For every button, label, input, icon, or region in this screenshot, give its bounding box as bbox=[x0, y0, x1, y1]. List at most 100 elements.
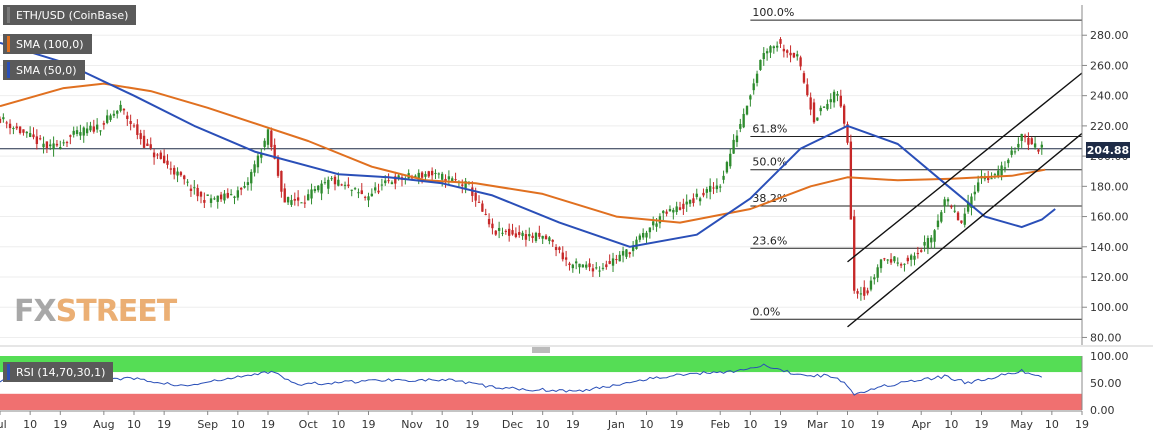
candle-body bbox=[722, 175, 725, 180]
candle-body bbox=[142, 135, 146, 148]
pane-resize-handle[interactable] bbox=[532, 347, 550, 353]
candle-body bbox=[779, 39, 782, 44]
candle-body bbox=[129, 121, 132, 125]
candle-body bbox=[903, 263, 906, 265]
sma50-legend[interactable]: SMA (50,0) bbox=[3, 60, 85, 80]
candle-body bbox=[491, 223, 494, 229]
y-tick-label: 180.00 bbox=[1090, 180, 1129, 193]
candle-body bbox=[554, 247, 558, 251]
candle-body bbox=[719, 186, 722, 188]
rsi-overbought-zone bbox=[0, 356, 1082, 373]
candle-body bbox=[708, 185, 712, 192]
sma100-legend[interactable]: SMA (100,0) bbox=[3, 34, 92, 54]
y-tick-label: 160.00 bbox=[1090, 211, 1129, 224]
candle-body bbox=[558, 247, 561, 250]
candle-body bbox=[645, 232, 648, 238]
candle-body bbox=[199, 191, 203, 197]
x-tick-label: 10 bbox=[23, 418, 37, 431]
candle-body bbox=[829, 99, 832, 103]
x-tick-label: Nov bbox=[401, 418, 423, 431]
candle-body bbox=[266, 129, 270, 145]
candle-body bbox=[933, 230, 936, 242]
candle-body bbox=[618, 254, 621, 262]
candle-body bbox=[631, 245, 635, 252]
candle-body bbox=[775, 45, 779, 48]
candle-body bbox=[732, 139, 735, 154]
candle-body bbox=[920, 250, 923, 252]
candle-body bbox=[812, 102, 816, 123]
candle-body bbox=[317, 185, 320, 191]
candle-body bbox=[940, 212, 943, 222]
candle-body bbox=[122, 108, 126, 111]
candle-body bbox=[501, 232, 504, 234]
fibonacci-levels: 100.0% 61.8% 50.0% 38.2% 23.6% 0.0% bbox=[0, 6, 1082, 320]
candle-body bbox=[685, 201, 688, 205]
candle-body bbox=[296, 197, 300, 201]
candle-body bbox=[193, 187, 196, 189]
candle-body bbox=[397, 175, 400, 180]
x-tick-label: Oct bbox=[299, 418, 319, 431]
candle-body bbox=[759, 59, 762, 70]
candle-body bbox=[1013, 151, 1017, 153]
y-tick-label: 140.00 bbox=[1090, 241, 1129, 254]
candle-body bbox=[461, 184, 464, 186]
y-tick-label: 120.00 bbox=[1090, 271, 1129, 284]
candle-body bbox=[695, 193, 698, 197]
channel-line bbox=[847, 72, 1083, 263]
candle-body bbox=[799, 57, 802, 67]
candle-body bbox=[89, 125, 92, 131]
candle-body bbox=[1027, 137, 1030, 145]
rsi-legend[interactable]: RSI (14,70,30,1) bbox=[3, 362, 114, 382]
candle-body bbox=[662, 210, 665, 214]
candle-body bbox=[765, 51, 769, 54]
x-tick-label: Mar bbox=[807, 418, 828, 431]
symbol-legend[interactable]: ETH/USD (CoinBase) bbox=[3, 5, 137, 25]
x-tick-label: 10 bbox=[127, 418, 141, 431]
candle-body bbox=[216, 195, 219, 202]
candle-body bbox=[374, 187, 377, 191]
candle-body bbox=[839, 95, 842, 107]
candle-body bbox=[313, 189, 317, 192]
candle-body bbox=[387, 180, 390, 182]
x-tick-label: 10 bbox=[944, 418, 958, 431]
candle-body bbox=[59, 146, 62, 149]
candle-body bbox=[276, 156, 280, 176]
candle-body bbox=[859, 293, 863, 295]
candle-body bbox=[494, 230, 497, 235]
candle-body bbox=[434, 172, 437, 174]
candle-body bbox=[307, 194, 310, 201]
x-tick-label: 19 bbox=[871, 418, 885, 431]
candle-body bbox=[588, 263, 591, 268]
candle-body bbox=[561, 252, 564, 260]
candle-body bbox=[578, 263, 581, 268]
fxstreet-logo: FXSTREET bbox=[14, 294, 177, 329]
candle-body bbox=[337, 179, 340, 186]
candles bbox=[0, 37, 1043, 301]
candle-body bbox=[735, 135, 739, 143]
candle-body bbox=[518, 232, 521, 235]
candle-body bbox=[209, 198, 213, 203]
candle-body bbox=[427, 171, 430, 177]
candle-body bbox=[863, 287, 866, 296]
rsi-oversold-zone bbox=[0, 393, 1082, 410]
x-tick-label: 10 bbox=[231, 418, 245, 431]
candle-body bbox=[0, 118, 2, 123]
candle-body bbox=[692, 198, 695, 204]
candle-body bbox=[12, 128, 15, 130]
candle-body bbox=[873, 277, 876, 280]
y-tick-label: 260.00 bbox=[1090, 59, 1129, 72]
price-grid bbox=[0, 34, 1082, 338]
candle-body bbox=[665, 211, 668, 214]
candle-body bbox=[943, 199, 946, 207]
candle-body bbox=[605, 264, 608, 268]
candle-body bbox=[926, 238, 930, 248]
candle-body bbox=[591, 268, 595, 272]
candle-body bbox=[286, 197, 290, 203]
x-tick-label: 19 bbox=[361, 418, 375, 431]
candle-body bbox=[930, 237, 933, 243]
candle-body bbox=[380, 184, 384, 186]
candle-body bbox=[300, 202, 303, 204]
candle-body bbox=[280, 170, 283, 192]
candle-body bbox=[946, 199, 950, 202]
